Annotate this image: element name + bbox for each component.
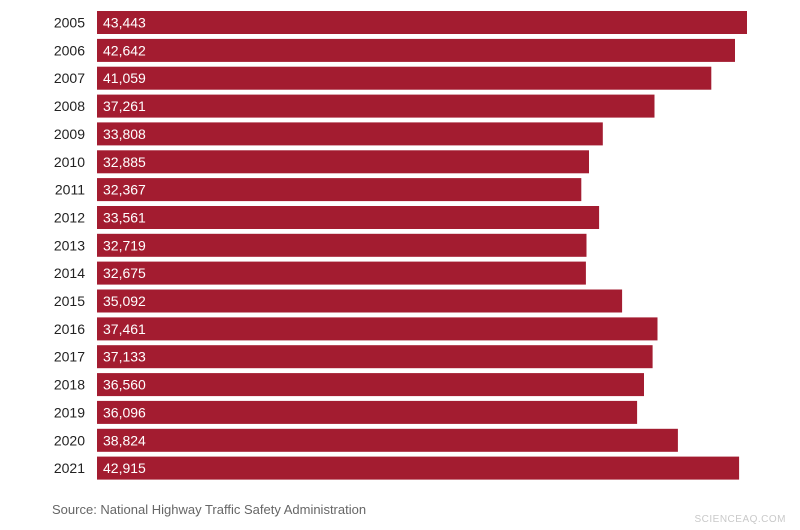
value-label-2020: 38,824 <box>103 432 146 448</box>
bar-2014 <box>97 261 586 285</box>
category-label-2011: 2011 <box>55 182 85 198</box>
bar-2020 <box>97 428 678 452</box>
value-label-2010: 32,885 <box>103 154 146 170</box>
bar-2019 <box>97 400 638 424</box>
bar-2006 <box>97 38 735 62</box>
bar-2016 <box>97 317 658 341</box>
bar-2011 <box>97 178 582 202</box>
bar-2009 <box>97 122 603 146</box>
bar-2010 <box>97 150 589 174</box>
value-label-2021: 42,915 <box>103 460 146 476</box>
bar-2021 <box>97 456 740 480</box>
category-label-2018: 2018 <box>54 377 85 393</box>
value-label-2013: 32,719 <box>103 237 146 253</box>
value-label-2012: 33,561 <box>103 210 146 226</box>
value-label-2017: 37,133 <box>103 349 146 365</box>
bar-2007 <box>97 66 712 90</box>
bar-2013 <box>97 233 587 257</box>
category-label-2005: 2005 <box>54 15 85 31</box>
category-label-2007: 2007 <box>54 70 85 86</box>
value-label-2015: 35,092 <box>103 293 146 309</box>
category-label-2012: 2012 <box>54 210 85 226</box>
category-label-2017: 2017 <box>54 349 85 365</box>
value-label-2019: 36,096 <box>103 404 146 420</box>
value-label-2007: 41,059 <box>103 70 146 86</box>
category-label-2015: 2015 <box>54 293 85 309</box>
value-label-2014: 32,675 <box>103 265 146 281</box>
category-label-2016: 2016 <box>54 321 85 337</box>
category-label-2020: 2020 <box>54 432 85 448</box>
category-label-2006: 2006 <box>54 42 85 58</box>
value-label-2016: 37,461 <box>103 321 146 337</box>
category-label-2013: 2013 <box>54 237 85 253</box>
value-label-2018: 36,560 <box>103 377 146 393</box>
category-label-2021: 2021 <box>54 460 85 476</box>
category-label-2009: 2009 <box>54 126 85 142</box>
watermark: SCIENCEAQ.COM <box>694 514 786 525</box>
category-label-2014: 2014 <box>54 265 85 281</box>
bar-2005 <box>97 11 747 34</box>
bar-2017 <box>97 345 653 369</box>
bar-2018 <box>97 373 644 397</box>
value-label-2006: 42,642 <box>103 42 146 58</box>
value-label-2009: 33,808 <box>103 126 146 142</box>
value-label-2008: 37,261 <box>103 98 146 114</box>
bar-2008 <box>97 94 655 118</box>
bar-2015 <box>97 289 623 313</box>
source-note: Source: National Highway Traffic Safety … <box>52 502 367 517</box>
value-label-2005: 43,443 <box>103 15 146 31</box>
category-label-2019: 2019 <box>54 404 85 420</box>
bar-2012 <box>97 206 600 229</box>
value-label-2011: 32,367 <box>103 182 146 198</box>
category-label-2008: 2008 <box>54 98 85 114</box>
category-label-2010: 2010 <box>54 154 85 170</box>
